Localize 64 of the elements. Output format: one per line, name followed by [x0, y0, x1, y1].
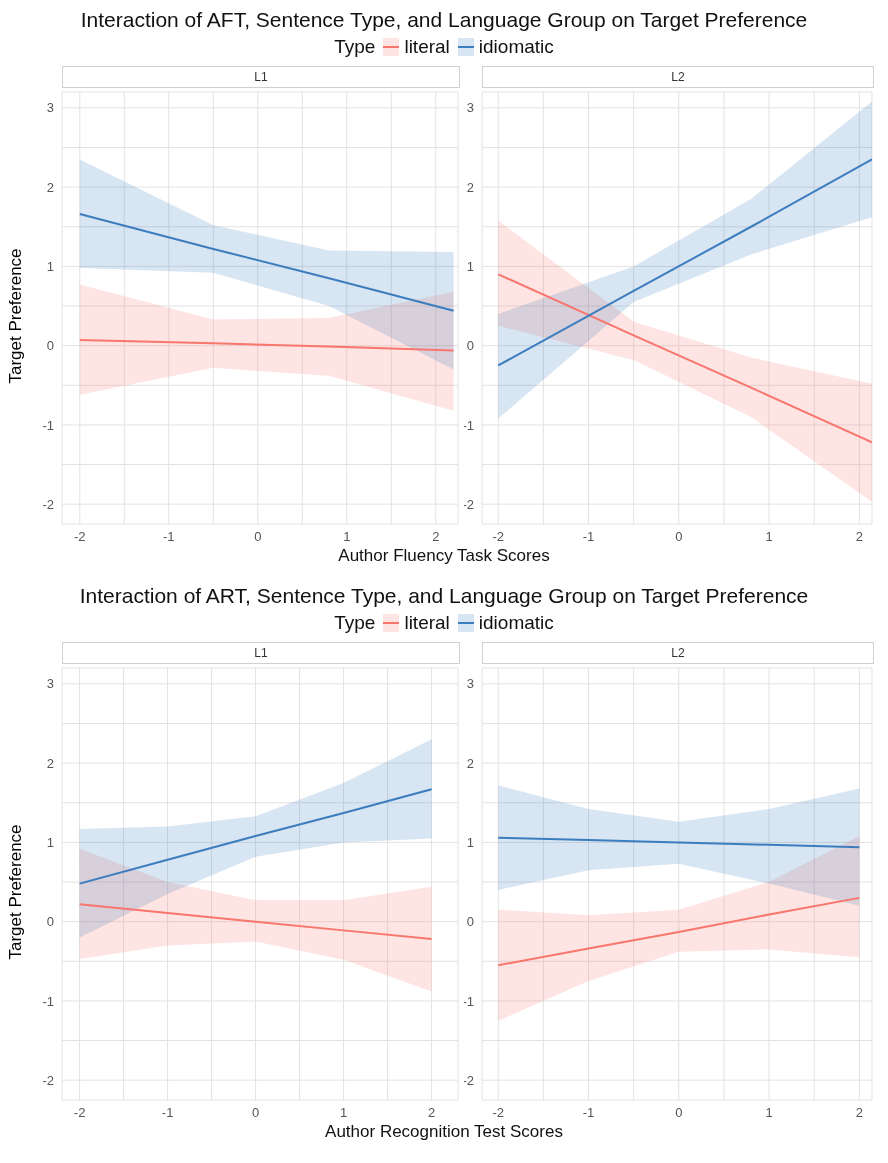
y-tick-label: 1 — [466, 835, 474, 850]
x-tick-label: -2 — [73, 1105, 86, 1121]
y-axis-title: Target Preference — [6, 824, 26, 960]
line-series — [78, 788, 433, 885]
y-tick-label: 1 — [46, 259, 54, 274]
chart-subtitle: L2 — [482, 642, 874, 664]
line-series — [78, 903, 433, 941]
chart-title: Interaction of AFT, Sentence Type, and Language Group on Target Preference — [79, 8, 809, 32]
chart-title: Interaction of ART, Sentence Type, and Language Group on Target Preference — [78, 584, 810, 608]
x-tick-label: -2 — [492, 529, 505, 545]
legend-label: idiomatic — [478, 612, 554, 634]
y-tick-label: 3 — [46, 676, 54, 692]
y-tick-label: 1 — [466, 259, 474, 274]
chart-subtitle: L2 — [482, 66, 874, 88]
y-tick-label: 3 — [46, 100, 54, 116]
y-tick-label: 1 — [46, 835, 54, 850]
y-tick-label: -2 — [42, 496, 54, 512]
x-tick-label: 2 — [855, 1105, 863, 1121]
x-tick-label: 0 — [251, 1105, 260, 1121]
x-axis-title: Author Fluency Task Scores — [337, 546, 551, 566]
y-tick-label: -1 — [42, 993, 54, 1009]
x-tick-label: 0 — [675, 529, 683, 545]
x-tick-label: 1 — [765, 529, 773, 545]
chart-subtitle: L1 — [62, 642, 460, 664]
x-tick-label: 0 — [254, 529, 262, 545]
x-tick-label: 1 — [765, 1105, 773, 1121]
x-tick-label: 2 — [432, 529, 440, 545]
line-series — [78, 339, 455, 352]
x-tick-label: -2 — [492, 1105, 505, 1121]
x-tick-label: -1 — [582, 529, 595, 545]
y-tick-label: -2 — [42, 1072, 54, 1088]
legend-title: Type — [334, 612, 376, 634]
legend-label: idiomatic — [478, 36, 554, 58]
x-tick-label: -1 — [163, 529, 175, 545]
y-axis-title: Target Preference — [6, 248, 26, 384]
chart-subtitle: L1 — [62, 66, 460, 88]
line-series — [497, 896, 861, 967]
x-tick-label: -1 — [161, 1105, 174, 1121]
line-series — [497, 158, 872, 367]
x-tick-label: -1 — [582, 1105, 595, 1121]
x-tick-label: 2 — [427, 1105, 436, 1121]
y-tick-label: -1 — [42, 417, 54, 433]
x-tick-label: 1 — [343, 529, 351, 545]
y-tick-label: 0 — [466, 914, 474, 930]
y-tick-label: 0 — [46, 914, 54, 930]
line-series — [497, 836, 861, 849]
y-tick-label: 2 — [46, 755, 54, 771]
legend-label: literal — [404, 612, 450, 634]
x-tick-label: -2 — [74, 529, 86, 545]
legend-label: literal — [404, 36, 450, 58]
y-tick-label: 0 — [46, 338, 54, 354]
y-tick-label: 3 — [466, 100, 474, 116]
y-tick-label: 2 — [466, 179, 474, 195]
x-tick-label: 1 — [339, 1105, 348, 1121]
line-series — [78, 213, 455, 312]
legend-title: Type — [334, 36, 376, 58]
x-tick-label: 0 — [675, 1105, 683, 1121]
y-tick-label: 2 — [46, 179, 54, 195]
line-series — [497, 273, 872, 444]
y-tick-label: 0 — [466, 338, 474, 354]
y-tick-label: 3 — [466, 676, 474, 692]
x-axis-title: Author Recognition Test Scores — [324, 1122, 564, 1142]
y-tick-label: 2 — [466, 755, 474, 771]
x-tick-label: 2 — [855, 529, 863, 545]
